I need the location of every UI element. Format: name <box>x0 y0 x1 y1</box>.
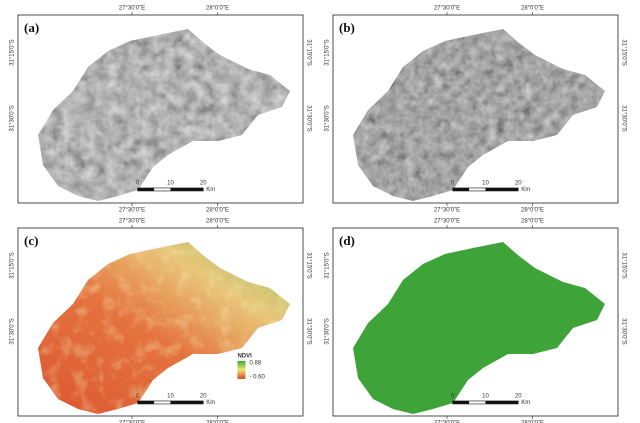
map-panel: (c) 27°30'0"E 28°0'0"E 27°30'0"E 28°0'0"E 31°… <box>10 219 312 423</box>
legend-high: 0.88 <box>249 360 261 366</box>
legend-title: NDVI <box>237 353 252 359</box>
scale-bar-segment <box>137 400 155 404</box>
bottom-coordinate: 27°30'0"E <box>119 208 145 214</box>
right-coordinate: 31°15'0"S <box>305 252 311 278</box>
scale-bar-segment <box>452 187 470 191</box>
scale-label: 20 <box>515 181 522 187</box>
left-coordinate: 31°15'0"S <box>10 252 16 278</box>
scale-label: 20 <box>515 394 522 400</box>
bottom-coordinate: 28°0'0"E <box>521 421 544 423</box>
scale-bar-segment <box>170 187 204 191</box>
scale-unit: Km <box>521 187 530 193</box>
scale-label: 0 <box>136 181 140 187</box>
right-coordinate: 31°15'0"S <box>620 39 626 65</box>
panel-label: (c) <box>24 233 38 248</box>
scale-label: 0 <box>451 394 455 400</box>
scale-unit: Km <box>206 400 215 406</box>
scale-label: 20 <box>200 394 207 400</box>
legend-ramp <box>237 360 246 379</box>
scale-bar-segment <box>452 400 470 404</box>
top-coordinate: 27°30'0"E <box>119 219 145 225</box>
top-coordinate: 28°0'0"E <box>206 219 229 225</box>
scale-bar-segment <box>485 187 519 191</box>
right-coordinate: 31°15'0"S <box>620 252 626 278</box>
left-coordinate: 31°30'0"S <box>10 105 16 131</box>
scale-bar-segment <box>485 400 519 404</box>
scale-label: 0 <box>451 181 455 187</box>
left-coordinate: 31°15'0"S <box>10 39 16 65</box>
top-coordinate: 28°0'0"E <box>521 219 544 225</box>
left-coordinate: 31°15'0"S <box>325 39 331 65</box>
scale-label: 10 <box>167 181 174 187</box>
scale-unit: Km <box>206 187 215 193</box>
left-coordinate: 31°15'0"S <box>325 252 331 278</box>
bottom-coordinate: 28°0'0"E <box>206 421 229 423</box>
top-coordinate: 27°30'0"E <box>434 219 460 225</box>
top-coordinate: 27°30'0"E <box>119 6 145 12</box>
left-coordinate: 31°30'0"S <box>10 318 16 344</box>
right-coordinate: 31°30'0"S <box>305 318 311 344</box>
map-panel: (b) 27°30'0"E 28°0'0"E 27°30'0"E 28°0'0"E 31°… <box>325 6 627 214</box>
map-panel: (d) 27°30'0"E 28°0'0"E 27°30'0"E 28°0'0"E 31°… <box>325 219 627 423</box>
left-coordinate: 31°30'0"S <box>325 318 331 344</box>
scale-label: 0 <box>136 394 140 400</box>
top-coordinate: 27°30'0"E <box>434 6 460 12</box>
map-panel: (a) 27°30'0"E 28°0'0"E 27°30'0"E 28°0'0"E 31°… <box>10 6 312 214</box>
bottom-coordinate: 28°0'0"E <box>206 208 229 214</box>
scale-label: 20 <box>200 181 207 187</box>
top-coordinate: 28°0'0"E <box>206 6 229 12</box>
bottom-coordinate: 27°30'0"E <box>434 421 460 423</box>
right-coordinate: 31°30'0"S <box>620 318 626 344</box>
bottom-coordinate: 27°30'0"E <box>119 421 145 423</box>
scale-label: 10 <box>482 394 489 400</box>
bottom-coordinate: 28°0'0"E <box>521 208 544 214</box>
scale-bar-segment <box>137 187 155 191</box>
right-coordinate: 31°15'0"S <box>305 39 311 65</box>
scale-bar-segment <box>170 400 204 404</box>
scale-label: 10 <box>482 181 489 187</box>
right-coordinate: 31°30'0"S <box>620 105 626 131</box>
top-coordinate: 28°0'0"E <box>521 6 544 12</box>
scale-unit: Km <box>521 400 530 406</box>
bottom-coordinate: 27°30'0"E <box>434 208 460 214</box>
panel-label: (a) <box>24 20 39 35</box>
legend-low: - 0.60 <box>249 374 265 380</box>
panel-label: (d) <box>339 233 355 248</box>
right-coordinate: 31°30'0"S <box>305 105 311 131</box>
left-coordinate: 31°30'0"S <box>325 105 331 131</box>
panel-label: (b) <box>339 20 355 35</box>
scale-label: 10 <box>167 394 174 400</box>
